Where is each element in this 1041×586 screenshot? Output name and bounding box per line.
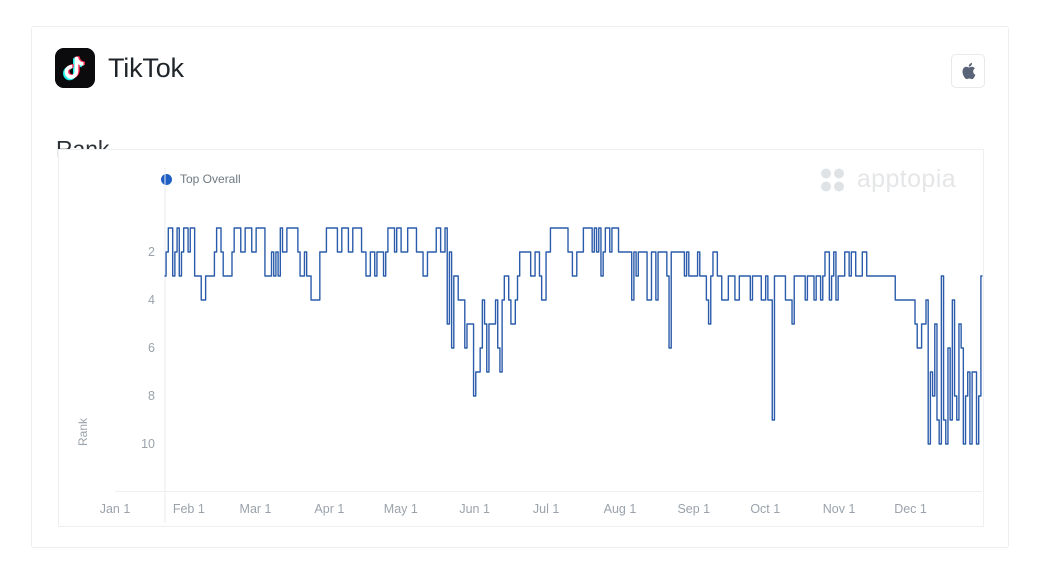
x-tick-oct-1: Oct 1: [750, 502, 781, 516]
y-tick-6: 6: [148, 340, 155, 355]
apple-icon: [961, 62, 976, 80]
x-tick-dec-1: Dec 1: [894, 502, 927, 516]
x-tick-jan-1: Jan 1: [99, 502, 131, 516]
platform-badge-ios[interactable]: [951, 54, 985, 88]
x-tick-aug-1: Aug 1: [603, 502, 637, 516]
apptopia-wordmark: apptopia: [856, 165, 956, 193]
x-tick-may-1: May 1: [383, 502, 418, 516]
x-axis-ticks: Jan 1 Feb 1 Mar 1 Apr 1 May 1 Jun 1 Jul 1 Aug 1…: [100, 491, 982, 526]
rank-line-chart[interactable]: [109, 168, 984, 523]
x-tick-feb-1: Feb 1: [172, 502, 205, 516]
x-tick-sep-1: Sep 1: [677, 502, 711, 516]
apptopia-dots-icon: [820, 168, 846, 192]
y-axis-title: Rank: [76, 417, 90, 446]
rank-chart-panel: Top Overall apptopia Rank 2 4 6 8 10: [58, 149, 984, 527]
y-tick-4: 4: [148, 292, 155, 307]
legend-dot-top-overall: [161, 173, 172, 185]
x-tick-jul-1: Jul 1: [532, 502, 560, 516]
series-line-top-overall: [164, 227, 983, 445]
plot-area: 2 4 6 8 10: [109, 168, 984, 523]
y-tick-2: 2: [148, 244, 155, 259]
app-rank-card: TikTok Rank United States Top Overall: [31, 26, 1009, 548]
x-tick-jun-1: Jun 1: [459, 502, 490, 516]
app-header: TikTok: [55, 48, 184, 88]
legend-label-top-overall: Top Overall: [180, 172, 241, 186]
x-tick-mar-1: Mar 1: [239, 502, 272, 516]
tiktok-icon: [55, 48, 95, 88]
y-tick-10: 10: [141, 436, 155, 451]
x-tick-nov-1: Nov 1: [822, 502, 856, 516]
app-name: TikTok: [108, 52, 184, 83]
y-axis-ticks: 2 4 6 8 10: [109, 168, 155, 523]
chart-legend[interactable]: Top Overall: [161, 173, 241, 185]
apptopia-watermark: apptopia: [820, 167, 956, 192]
y-tick-8: 8: [148, 388, 155, 403]
x-tick-apr-1: Apr 1: [314, 502, 345, 516]
